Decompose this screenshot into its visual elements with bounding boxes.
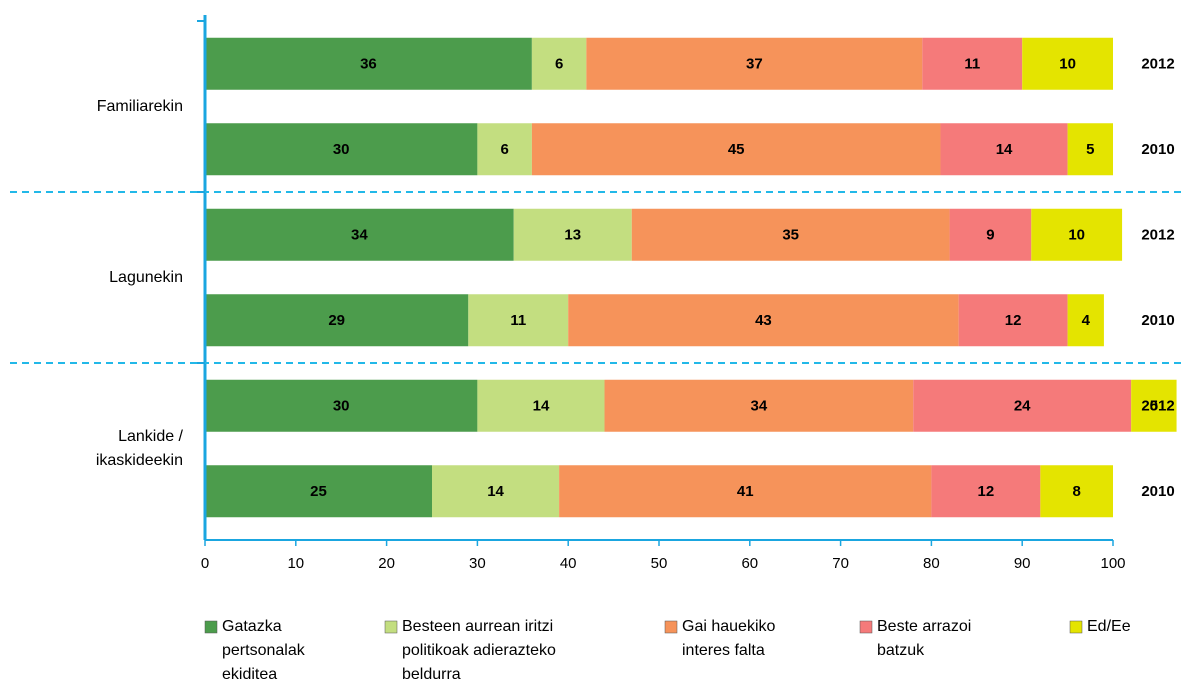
bar-segment — [931, 465, 1041, 518]
legend-label: Besteen aurrean iritzi politikoak adiera… — [402, 618, 556, 683]
x-tick-label: 0 — [201, 555, 209, 572]
bar-segment — [586, 37, 923, 90]
bar-segment — [958, 294, 1068, 347]
bar-segment — [1131, 379, 1177, 432]
group-label: Familiarekin — [96, 97, 183, 115]
value-label: 34 — [351, 227, 368, 244]
year-label: 2012 — [1141, 56, 1174, 73]
value-label: 25 — [310, 483, 327, 500]
x-tick-label: 70 — [832, 555, 849, 572]
value-label: 29 — [328, 312, 345, 329]
bar-segment — [913, 379, 1132, 432]
bar-segment — [513, 208, 632, 261]
x-tick-label: 40 — [560, 555, 577, 572]
bar-segment — [631, 208, 950, 261]
value-label: 11 — [964, 56, 980, 73]
legend-label: Ed/Ee — [1087, 618, 1131, 635]
value-label: 35 — [782, 227, 799, 244]
bar-segment — [205, 123, 478, 176]
bar-segment — [531, 123, 941, 176]
group-label: Lagunekin — [109, 268, 183, 286]
legend-swatch — [204, 620, 218, 634]
bar-segment — [477, 379, 605, 432]
legend-swatch — [1069, 620, 1083, 634]
x-tick-label: 90 — [1014, 555, 1031, 572]
bar-segment — [604, 379, 914, 432]
x-tick-label: 20 — [378, 555, 395, 572]
bar-segment — [205, 37, 532, 90]
year-label: 2012 — [1141, 227, 1174, 244]
bar-segment — [940, 123, 1068, 176]
x-tick-label: 50 — [651, 555, 668, 572]
legend-swatch — [384, 620, 398, 634]
bar-segment — [205, 465, 432, 518]
bar-segment — [205, 379, 478, 432]
value-label: 14 — [996, 141, 1013, 158]
year-label: 2010 — [1141, 483, 1174, 500]
value-label: 10 — [1059, 56, 1076, 73]
value-label: 11 — [510, 312, 526, 329]
x-tick-label: 10 — [287, 555, 304, 572]
value-label: 36 — [360, 56, 377, 73]
value-label: 41 — [737, 483, 754, 500]
bar-segment — [1040, 465, 1113, 518]
bar-segment — [1067, 294, 1104, 347]
x-tick-label: 80 — [923, 555, 940, 572]
bar-segment — [477, 123, 532, 176]
legend-label: Gai hauekiko interes falta — [682, 618, 776, 659]
x-tick-label: 60 — [741, 555, 758, 572]
value-label: 30 — [333, 141, 350, 158]
value-label: 45 — [728, 141, 745, 158]
value-label: 6 — [500, 141, 508, 158]
value-label: 9 — [986, 227, 994, 244]
bar-segment — [922, 37, 1023, 90]
value-label: 37 — [746, 56, 763, 73]
value-label: 10 — [1068, 227, 1085, 244]
value-label: 43 — [755, 312, 772, 329]
value-label: 5 — [1150, 398, 1158, 415]
x-tick-label: 30 — [469, 555, 486, 572]
value-label: 6 — [555, 56, 563, 73]
bar-segment — [1022, 37, 1113, 90]
bar-segment — [205, 294, 469, 347]
legend-swatch — [664, 620, 678, 634]
legend-swatch — [859, 620, 873, 634]
bar-segment — [568, 294, 959, 347]
legend-label: Beste arrazoi batzuk — [877, 618, 972, 659]
value-label: 12 — [1005, 312, 1022, 329]
value-label: 8 — [1073, 483, 1081, 500]
value-label: 13 — [564, 227, 581, 244]
x-tick-label: 100 — [1100, 555, 1125, 572]
bar-segment — [559, 465, 932, 518]
group-label: Lankide / ikaskideekin — [95, 427, 183, 469]
value-label: 14 — [487, 483, 504, 500]
value-label: 24 — [1014, 398, 1031, 415]
value-label: 34 — [751, 398, 768, 415]
bar-segment — [432, 465, 560, 518]
legend-label: Gatazka pertsonalak ekiditea — [222, 618, 305, 683]
year-label: 2012 — [1141, 398, 1174, 415]
value-label: 4 — [1082, 312, 1091, 329]
value-label: 5 — [1086, 141, 1094, 158]
value-label: 14 — [533, 398, 550, 415]
value-label: 30 — [333, 398, 350, 415]
year-label: 2010 — [1141, 312, 1174, 329]
value-label: 12 — [978, 483, 995, 500]
bar-segment — [949, 208, 1032, 261]
bar-segment — [1031, 208, 1123, 261]
year-label: 2010 — [1141, 141, 1174, 158]
bar-segment — [468, 294, 569, 347]
bar-segment — [531, 37, 587, 90]
bar-segment — [205, 208, 514, 261]
bar-segment — [1067, 123, 1113, 176]
